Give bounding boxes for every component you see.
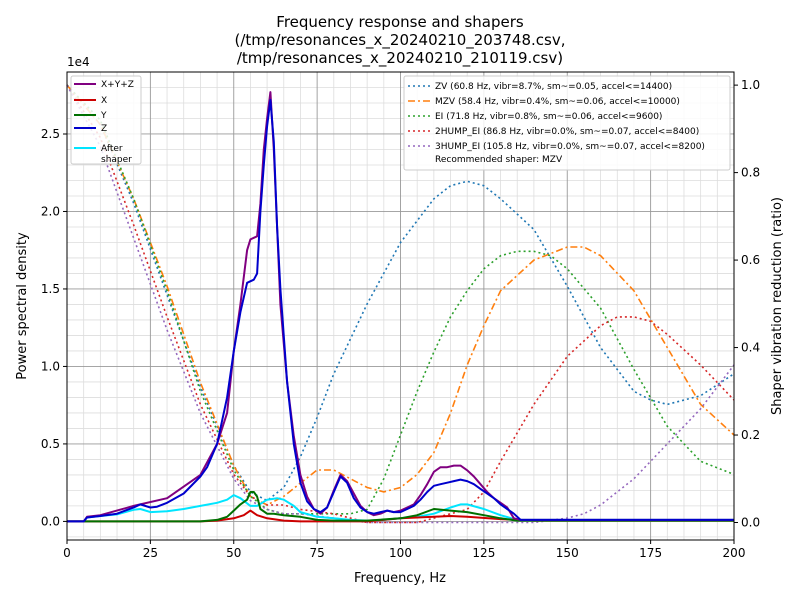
y-right-tick-label: 0.2 (741, 428, 760, 442)
x-tick-label: 50 (226, 546, 241, 560)
y-left-tick-label: 1.0 (41, 359, 60, 373)
chart-subtitle-line-2: /tmp/resonances_x_20240210_210119.csv) (237, 49, 563, 68)
legend-right-label: ZV (60.8 Hz, vibr=8.7%, sm~=0.05, accel<… (435, 82, 672, 92)
y-left-tick-label: 0.5 (41, 437, 60, 451)
x-tick-label: 100 (389, 546, 412, 560)
legend-left-label: Z (101, 124, 107, 134)
chart-title: Frequency response and shapers (276, 13, 524, 31)
y-left-axis-label: Power spectral density (15, 232, 30, 380)
y-right-tick-label: 1.0 (741, 78, 760, 92)
y-right-axis-label: Shaper vibration reduction (ratio) (770, 197, 785, 415)
psd-series-line (67, 494, 734, 523)
y-right-tick-label: 0.8 (741, 166, 760, 180)
x-tick-label: 0 (63, 546, 71, 560)
legend-left-label: After shaper (101, 144, 132, 165)
y-left-tick-label: 0.0 (41, 514, 60, 528)
y-right-tick-label: 0.0 (741, 516, 760, 530)
legend-right: ZV (60.8 Hz, vibr=8.7%, sm~=0.05, accel<… (403, 75, 731, 171)
legend-right-label: 2HUMP_EI (86.8 Hz, vibr=0.0%, sm~=0.07, … (435, 127, 699, 137)
y-left-multiplier: 1e4 (67, 55, 90, 69)
y-left-tick-label: 2.5 (41, 127, 60, 141)
x-tick-label: 75 (309, 546, 324, 560)
x-tick-label: 150 (556, 546, 579, 560)
psd-series-line (67, 98, 734, 523)
chart-subtitle-line-1: (/tmp/resonances_x_20240210_203748.csv, (235, 31, 566, 50)
y-left-tick-label: 1.5 (41, 282, 60, 296)
y-right-tick-label: 0.6 (741, 253, 760, 267)
x-axis-label: Frequency, Hz (354, 571, 446, 586)
psd-series-line (67, 509, 734, 523)
x-tick-label: 125 (472, 546, 495, 560)
ticks: 0 25 50 75 100 125 150 175 200 0.0 0.5 1.0 1.5 2.0 2.5… (41, 78, 760, 560)
psd-series-line (67, 491, 734, 523)
x-tick-label: 175 (639, 546, 662, 560)
legend-right-label: EI (71.8 Hz, vibr=0.8%, sm~=0.06, accel<… (435, 112, 662, 122)
y-right-tick-label: 0.4 (741, 341, 760, 355)
shaper-series-line (66, 84, 735, 506)
legend-right-label: MZV (58.4 Hz, vibr=0.4%, sm~=0.06, accel… (435, 97, 680, 107)
x-tick-label: 200 (723, 546, 746, 560)
legend-left-label: Y (100, 111, 107, 121)
y-left-tick-label: 2.0 (41, 204, 60, 218)
x-tick-label: 25 (143, 546, 158, 560)
legend-left: X+Y+Z XYZ After shaper (70, 75, 142, 165)
plot-area (66, 84, 735, 524)
legend-left-label: X+Y+Z (101, 80, 134, 90)
legend-left-label: X (101, 96, 107, 106)
recommended-shaper-text: Recommended shaper: MZV (435, 155, 563, 165)
legend-right-label: 3HUMP_EI (105.8 Hz, vibr=0.0%, sm~=0.07,… (435, 142, 705, 152)
shaper-series-line (66, 84, 735, 502)
